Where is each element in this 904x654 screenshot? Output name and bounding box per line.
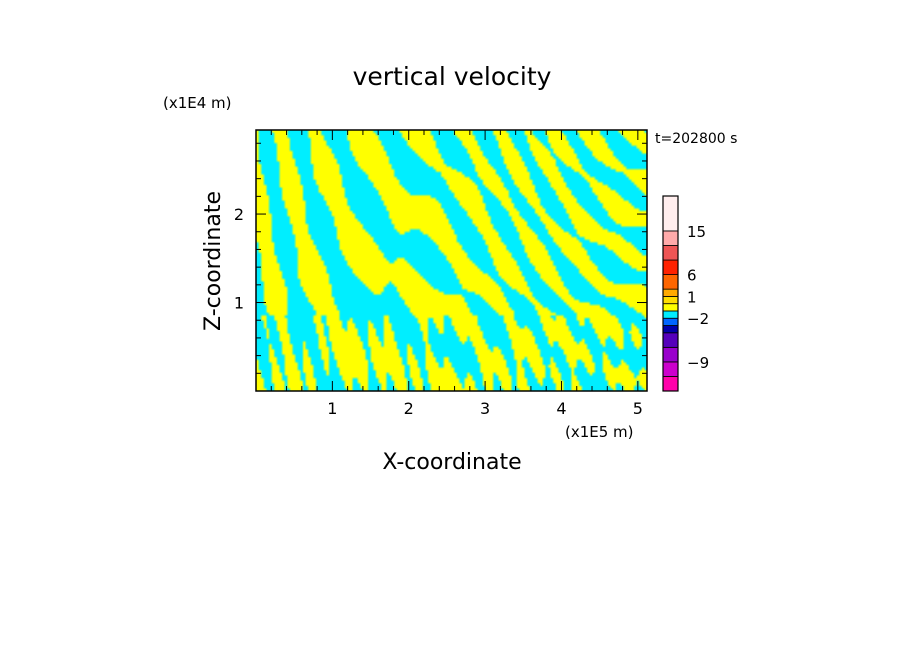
x-tick-label: 4 xyxy=(556,399,566,418)
plot-frame xyxy=(255,129,648,392)
colorbar-level xyxy=(662,274,679,290)
chart-title: vertical velocity xyxy=(353,62,552,91)
time-label: t=202800 s xyxy=(655,131,737,147)
colorbar-level xyxy=(662,317,679,326)
y-axis-label: Z-coordinate xyxy=(201,191,226,331)
x-axis-label: X-coordinate xyxy=(382,450,521,475)
colorbar-level xyxy=(662,288,679,297)
heatmap-plot-area xyxy=(255,129,648,392)
axis-ticks: 1 2 3 4 5 1 2 xyxy=(234,130,647,418)
colorbar-label: 1 xyxy=(687,288,697,306)
colorbar-label: −9 xyxy=(687,354,709,372)
x-tick-label: 5 xyxy=(633,399,643,418)
y-unit-label: (x1E4 m) xyxy=(163,94,232,112)
colorbar-label: 15 xyxy=(687,223,706,241)
colorbar-level xyxy=(662,195,679,232)
y-tick-label: 2 xyxy=(234,205,244,224)
colorbar-level xyxy=(662,230,679,246)
x-unit-label: (x1E5 m) xyxy=(565,423,634,441)
colorbar: −9 −2 1 6 15 xyxy=(662,195,709,392)
colorbar-level xyxy=(662,325,679,334)
x-tick-label: 3 xyxy=(480,399,490,418)
colorbar-level xyxy=(662,245,679,261)
velocity-field xyxy=(256,130,647,391)
colorbar-level xyxy=(662,376,679,392)
colorbar-level xyxy=(662,332,679,348)
colorbar-frame xyxy=(662,195,679,392)
colorbar-label: −2 xyxy=(687,310,709,328)
colorbar-level xyxy=(662,310,679,319)
y-tick-label: 1 xyxy=(234,294,244,313)
colorbar-level xyxy=(662,296,679,305)
x-tick-label: 2 xyxy=(404,399,414,418)
colorbar-level xyxy=(662,259,679,275)
colorbar-level xyxy=(662,346,679,363)
colorbar-label: 6 xyxy=(687,267,697,285)
colorbar-level xyxy=(662,361,679,377)
x-tick-label: 1 xyxy=(327,399,337,418)
colorbar-level xyxy=(662,303,679,312)
